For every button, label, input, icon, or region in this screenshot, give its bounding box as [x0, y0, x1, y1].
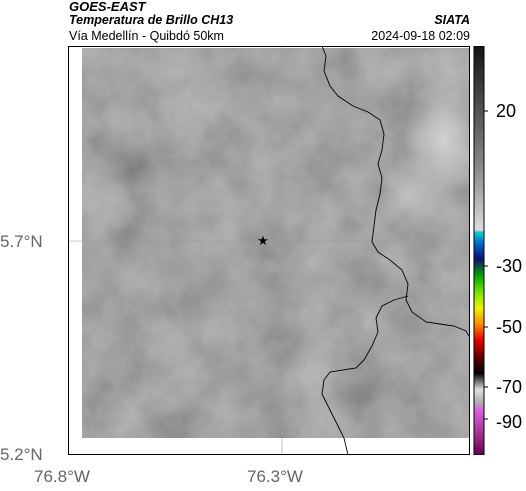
- department-border: [321, 295, 409, 455]
- colorbar-tick-label: -50: [496, 317, 522, 337]
- lon-label: 76.3°W: [247, 467, 303, 486]
- colorbar-tick-label: -30: [496, 256, 522, 276]
- colorbar-tick-label: 20: [496, 101, 516, 121]
- lon-label: 76.8°W: [34, 467, 90, 486]
- region-subtitle: Vía Medellín - Quibdó 50km: [69, 29, 224, 43]
- department-border: [321, 46, 470, 337]
- lat-label: 5.7°N: [0, 232, 43, 251]
- colorbar-tick-label: -70: [496, 377, 522, 397]
- cloud-imagery: [82, 48, 470, 438]
- timestamp-label: 2024-09-18 02:09: [371, 29, 470, 43]
- product-title: Temperatura de Brillo CH13: [69, 13, 234, 27]
- colorbar-tick-label: -90: [496, 412, 522, 432]
- satellite-map[interactable]: ★: [68, 46, 470, 455]
- colorbar: 20 -30 -50 -70 -90: [473, 46, 522, 455]
- star-icon: ★: [257, 234, 269, 249]
- lat-label: 5.2°N: [0, 445, 43, 464]
- satellite-title: GOES-EAST: [69, 0, 146, 14]
- organization-label: SIATA: [434, 13, 470, 27]
